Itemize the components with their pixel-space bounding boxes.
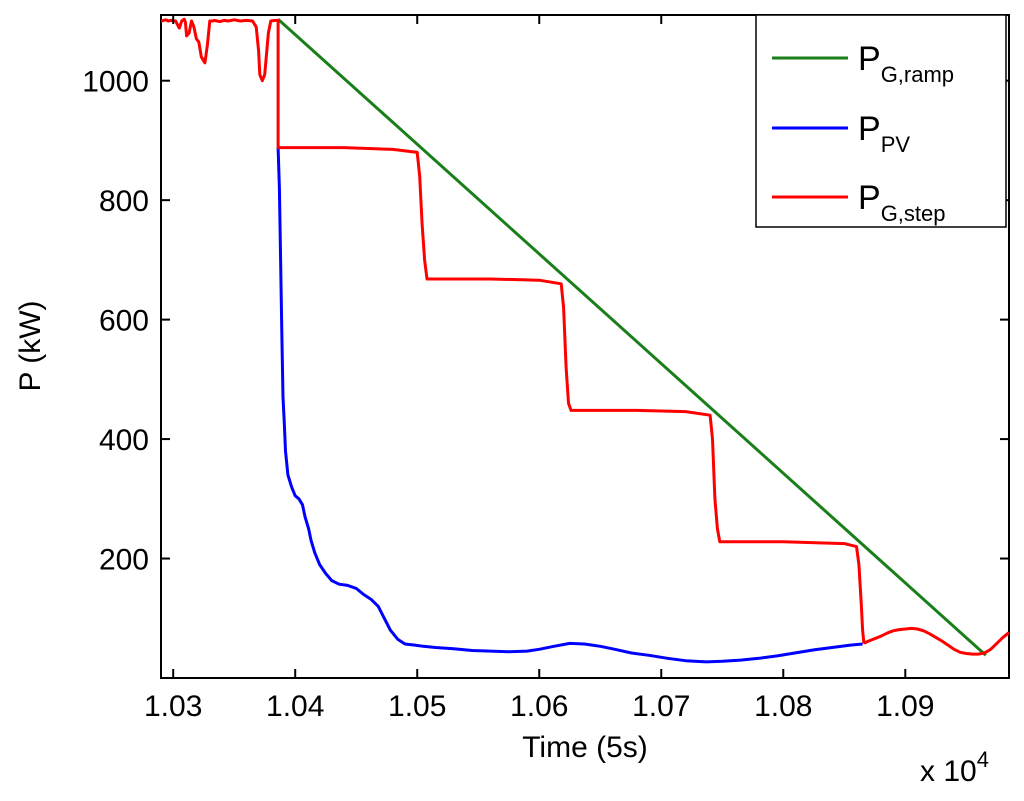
series-line-pv <box>276 147 863 664</box>
series-layer <box>161 17 1009 664</box>
series-line-g-ramp <box>277 18 987 657</box>
x-tick-label: 1.07 <box>632 690 690 723</box>
legend-box <box>755 14 1007 228</box>
tick-layer: 1.03 1.04 1.05 1.06 1.07 1.08 1.09 200 400 600 800… <box>82 15 1009 723</box>
y-tick-label: 400 <box>99 424 149 457</box>
legend-label: PPV <box>858 110 910 157</box>
x-tick-label: 1.03 <box>144 690 202 723</box>
y-tick-label: 200 <box>99 544 149 577</box>
legend-label-main: P <box>858 40 881 78</box>
y-tick-label: 600 <box>99 305 149 338</box>
y-axis-label: P (kW) <box>14 300 47 391</box>
x-axis-multiplier: x 104 <box>920 747 989 788</box>
legend-label-subscript: G,ramp <box>881 62 954 87</box>
x-tick-label: 1.05 <box>388 690 446 723</box>
series-line-g-step <box>161 17 1009 656</box>
legend-label-subscript: G,step <box>881 201 946 226</box>
legend-label-main: P <box>858 110 881 148</box>
x-multiplier-exponent: 4 <box>977 747 989 772</box>
legend-label-subscript: PV <box>881 132 911 157</box>
y-tick-label: 800 <box>99 185 149 218</box>
x-tick-label: 1.08 <box>754 690 812 723</box>
x-tick-label: 1.06 <box>510 690 568 723</box>
legend-label: PG,ramp <box>858 40 954 87</box>
x-tick-label: 1.09 <box>876 690 934 723</box>
legend-label: PG,step <box>858 179 946 226</box>
x-axis-label: Time (5s) <box>522 731 648 764</box>
y-tick-label: 1000 <box>82 66 149 99</box>
x-multiplier-base: x 10 <box>920 755 977 788</box>
x-tick-label: 1.04 <box>266 690 324 723</box>
legend-label-main: P <box>858 179 881 217</box>
